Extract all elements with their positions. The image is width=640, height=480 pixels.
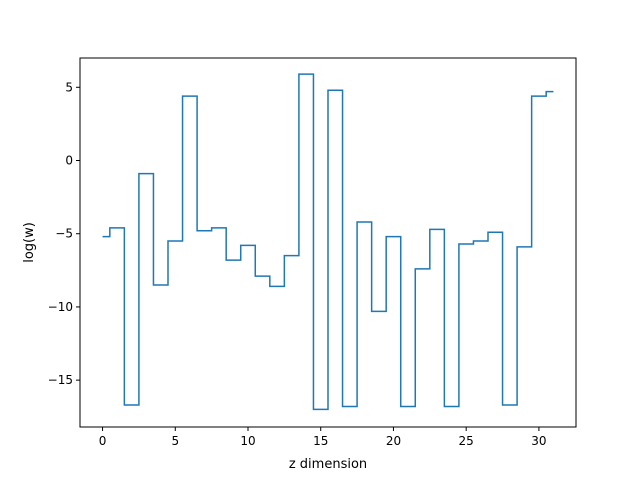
y-axis-label: log(w) [22, 222, 37, 263]
y-tick-label: 0 [65, 154, 73, 168]
x-tick-label: 30 [531, 434, 546, 448]
series-line [102, 73, 554, 411]
x-tick-label: 20 [386, 434, 401, 448]
y-tick-label: −10 [48, 300, 73, 314]
y-tick-label: 5 [65, 80, 73, 94]
x-tick-label: 0 [99, 434, 107, 448]
axes-layer: 0 5 10 15 20 25 30 5 0 −5 −10 −15 [48, 80, 547, 448]
x-axis-label: z dimension [289, 457, 367, 472]
x-tick-label: 25 [459, 434, 474, 448]
x-tick-label: 15 [313, 434, 328, 448]
x-tick-label: 5 [171, 434, 179, 448]
y-tick-label: −15 [48, 373, 73, 387]
y-tick-label: −5 [55, 227, 73, 241]
x-tick-label: 10 [240, 434, 255, 448]
series-layer [102, 73, 554, 411]
plot-frame [79, 57, 577, 428]
